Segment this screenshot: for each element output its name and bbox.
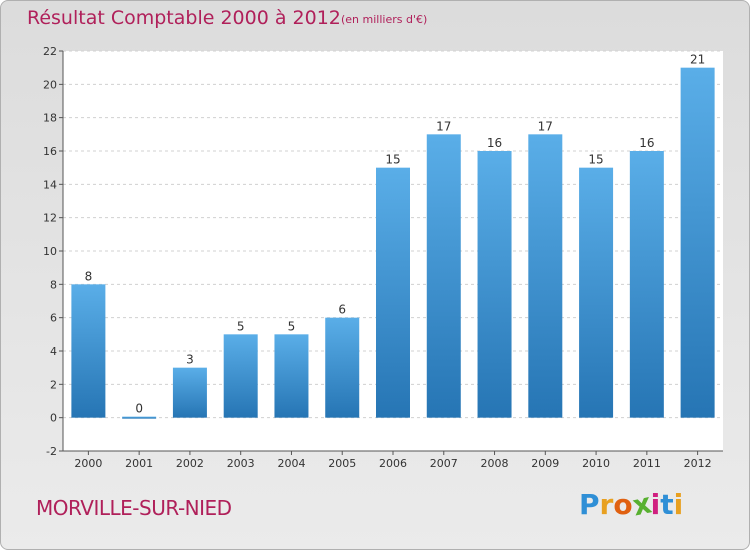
bar-2004 — [274, 334, 309, 418]
y-tick-label: -2 — [46, 445, 57, 458]
x-tick-label-2006: 2006 — [379, 457, 407, 470]
data-label-2004: 5 — [288, 319, 296, 333]
y-tick-label: 8 — [50, 278, 57, 291]
logo-letter: P — [579, 488, 600, 521]
bar-2011 — [629, 151, 664, 418]
x-tick-label-2005: 2005 — [328, 457, 356, 470]
data-label-2009: 17 — [538, 119, 553, 133]
data-label-2002: 3 — [186, 353, 194, 367]
y-tick-label: 18 — [43, 112, 57, 125]
logo-letter: t — [660, 488, 674, 521]
data-label-2000: 8 — [85, 269, 93, 283]
y-tick-label: 12 — [43, 212, 57, 225]
data-label-2006: 15 — [385, 153, 400, 167]
x-tick-label-2008: 2008 — [481, 457, 509, 470]
bar-2005 — [325, 317, 360, 418]
x-tick-label-2009: 2009 — [531, 457, 559, 470]
y-tick-label: 22 — [43, 45, 57, 58]
bar-2006 — [376, 167, 410, 418]
bar-2010 — [579, 167, 614, 418]
town-name: MORVILLE-SUR-NIED — [36, 496, 232, 520]
bar-2009 — [528, 134, 563, 418]
bar-2012 — [680, 67, 715, 418]
data-label-2005: 6 — [338, 303, 346, 317]
y-tick-label: 20 — [43, 78, 57, 91]
x-tick-label-2000: 2000 — [74, 457, 102, 470]
logo-letter: r — [599, 488, 614, 521]
y-tick-label: 2 — [50, 378, 57, 391]
logo-letter: i — [673, 488, 684, 521]
y-tick-label: 16 — [43, 145, 57, 158]
x-tick-label-2004: 2004 — [277, 457, 305, 470]
data-label-2012: 21 — [690, 53, 705, 67]
y-tick-label: 10 — [43, 245, 57, 258]
bar-2003 — [223, 334, 258, 418]
bar-2001 — [122, 416, 157, 419]
y-tick-label: 14 — [43, 178, 57, 191]
x-tick-label-2002: 2002 — [176, 457, 204, 470]
proxiti-logo: Proxiti — [579, 486, 684, 522]
y-tick-label: 0 — [50, 412, 57, 425]
data-label-2011: 16 — [639, 136, 654, 150]
y-tick-label: 4 — [50, 345, 57, 358]
bar-2002 — [172, 367, 207, 418]
data-label-2001: 0 — [135, 402, 143, 416]
x-tick-label-2011: 2011 — [633, 457, 661, 470]
x-tick-label-2001: 2001 — [125, 457, 153, 470]
data-label-2003: 5 — [237, 319, 245, 333]
x-tick-label-2012: 2012 — [684, 457, 712, 470]
x-tick-label-2003: 2003 — [227, 457, 255, 470]
bar-2008 — [477, 151, 512, 418]
data-label-2008: 16 — [487, 136, 502, 150]
chart-subtitle: (en milliers d'€) — [341, 13, 428, 26]
bar-2007 — [426, 134, 461, 418]
chart-title: Résultat Comptable 2000 à 2012 — [27, 7, 341, 29]
data-label-2007: 17 — [436, 119, 451, 133]
y-tick-label: 6 — [50, 312, 57, 325]
x-tick-label-2010: 2010 — [582, 457, 610, 470]
bar-2000 — [71, 284, 106, 418]
x-tick-label-2007: 2007 — [430, 457, 458, 470]
logo-letter: i — [650, 488, 661, 521]
logo-letter: o — [613, 488, 633, 521]
data-label-2010: 15 — [588, 153, 603, 167]
